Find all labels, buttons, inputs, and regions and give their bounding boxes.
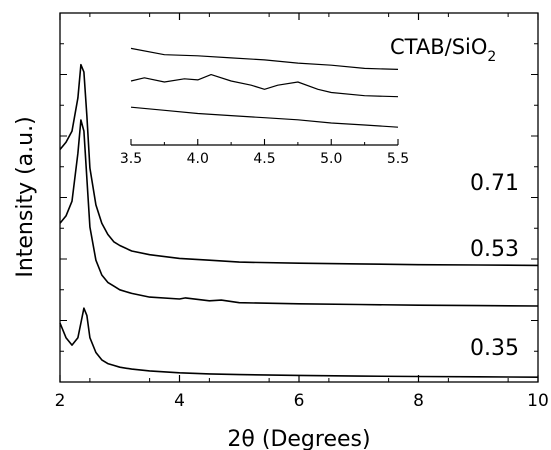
x-tick-label: 2 xyxy=(55,391,66,411)
series-label-2: 0.35 xyxy=(470,336,519,361)
legend-title-subscript: 2 xyxy=(487,49,496,65)
series-label-0: 0.71 xyxy=(470,171,519,196)
inset-x-tick-label: 3.5 xyxy=(120,151,142,167)
series-label-1: 0.53 xyxy=(470,237,519,262)
main-axis-ticks: 2 4 6 8 10 xyxy=(55,13,549,411)
inset-series-line-0 xyxy=(130,47,399,70)
main-plot-frame xyxy=(59,12,539,383)
x-tick-label: 4 xyxy=(174,391,185,411)
inset-x-tick-label: 5.0 xyxy=(320,151,342,167)
x-tick-label: 8 xyxy=(413,391,424,411)
series-line-2 xyxy=(59,307,539,378)
x-tick-label: 10 xyxy=(527,391,549,411)
inset-x-tick-label: 5.5 xyxy=(387,151,409,167)
inset-x-tick-label: 4.5 xyxy=(253,151,275,167)
series-line-1 xyxy=(59,119,539,307)
inset-series-line-2 xyxy=(130,106,399,128)
x-axis-title: 2θ (Degrees) xyxy=(227,427,370,450)
inset-x-tick-label: 4.0 xyxy=(187,151,209,167)
inset-series-group xyxy=(130,47,399,128)
x-tick-label: 6 xyxy=(294,391,305,411)
legend-title-main: CTAB/SiO xyxy=(390,35,487,59)
y-axis-title: Intensity (a.u.) xyxy=(13,116,38,277)
inset-series-line-1 xyxy=(130,74,399,98)
series-line-0 xyxy=(59,63,539,267)
inset-axis-ticks: 3.5 4.0 4.5 5.0 5.5 xyxy=(120,139,409,167)
main-series-group xyxy=(59,63,539,378)
legend-title: CTAB/SiO2 xyxy=(390,35,496,65)
